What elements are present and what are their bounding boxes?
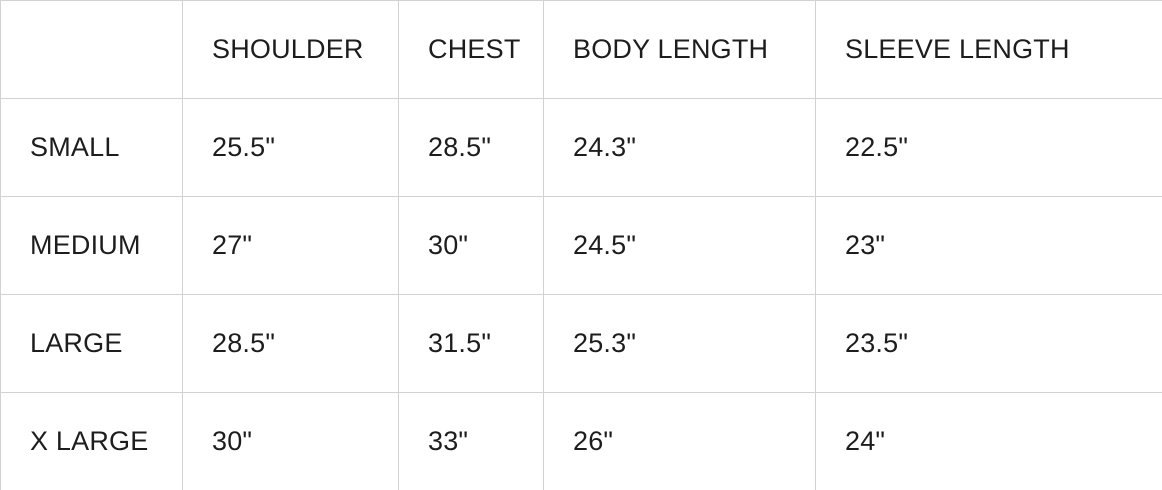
cell-x-large-chest: 33" xyxy=(398,392,544,490)
cell-large-shoulder: 28.5" xyxy=(182,294,399,393)
cell-large-body-length: 25.3" xyxy=(543,294,816,393)
table-row-medium: MEDIUM 27" 30" 24.5" 23" xyxy=(0,196,1162,295)
cell-large-sleeve-length: 23.5" xyxy=(815,294,1162,393)
cell-small-sleeve-length: 22.5" xyxy=(815,98,1162,197)
cell-small-body-length: 24.3" xyxy=(543,98,816,197)
table-row-small: SMALL 25.5" 28.5" 24.3" 22.5" xyxy=(0,98,1162,197)
cell-small-chest: 28.5" xyxy=(398,98,544,197)
column-header-empty xyxy=(0,0,183,99)
cell-x-large-shoulder: 30" xyxy=(182,392,399,490)
cell-medium-sleeve-length: 23" xyxy=(815,196,1162,295)
row-label-large: LARGE xyxy=(0,294,183,393)
cell-medium-chest: 30" xyxy=(398,196,544,295)
table-row-x-large: X LARGE 30" 33" 26" 24" xyxy=(0,392,1162,490)
row-label-x-large: X LARGE xyxy=(0,392,183,490)
cell-medium-shoulder: 27" xyxy=(182,196,399,295)
column-header-chest: CHEST xyxy=(398,0,544,99)
row-label-medium: MEDIUM xyxy=(0,196,183,295)
column-header-sleeve-length: SLEEVE LENGTH xyxy=(815,0,1162,99)
row-label-small: SMALL xyxy=(0,98,183,197)
table-row-large: LARGE 28.5" 31.5" 25.3" 23.5" xyxy=(0,294,1162,393)
header-row: SHOULDER CHEST BODY LENGTH SLEEVE LENGTH xyxy=(0,0,1162,99)
cell-x-large-sleeve-length: 24" xyxy=(815,392,1162,490)
cell-large-chest: 31.5" xyxy=(398,294,544,393)
cell-small-shoulder: 25.5" xyxy=(182,98,399,197)
column-header-body-length: BODY LENGTH xyxy=(543,0,816,99)
cell-x-large-body-length: 26" xyxy=(543,392,816,490)
column-header-shoulder: SHOULDER xyxy=(182,0,399,99)
cell-medium-body-length: 24.5" xyxy=(543,196,816,295)
